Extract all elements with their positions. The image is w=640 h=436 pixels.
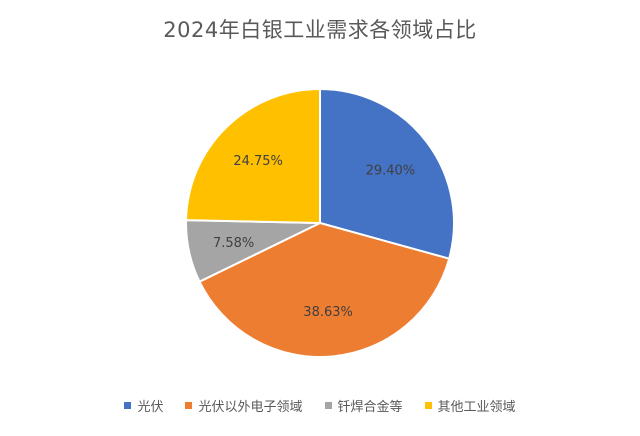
data-label-other: 24.75% [233,154,283,169]
legend-swatch-other [424,402,432,409]
pie-slice-electronics [198,221,451,358]
legend-item-pv: 光伏 [124,396,163,415]
data-label-electronics: 38.63% [303,305,353,320]
data-label-pv: 29.40% [366,163,416,178]
chart-title: 2024年白银工业需求各领域占比 [163,18,477,42]
legend-swatch-pv [124,402,132,409]
pie-slice-other [185,87,321,225]
chart-legend: 光伏 光伏以外电子领域 钎焊合金等 其他工业领域 [0,396,640,415]
legend-label-brazing: 钎焊合金等 [337,400,403,415]
data-label-brazing: 7.58% [213,236,254,251]
legend-swatch-electronics [185,402,193,409]
legend-item-other: 其他工业领域 [424,396,516,415]
legend-swatch-brazing [324,402,332,409]
pie-slice-pv [319,87,455,260]
legend-label-other: 其他工业领域 [437,400,516,415]
legend-label-electronics: 光伏以外电子领域 [198,400,303,415]
legend-item-brazing: 钎焊合金等 [324,396,403,415]
legend-item-electronics: 光伏以外电子领域 [185,396,303,415]
legend-label-pv: 光伏 [137,400,164,415]
